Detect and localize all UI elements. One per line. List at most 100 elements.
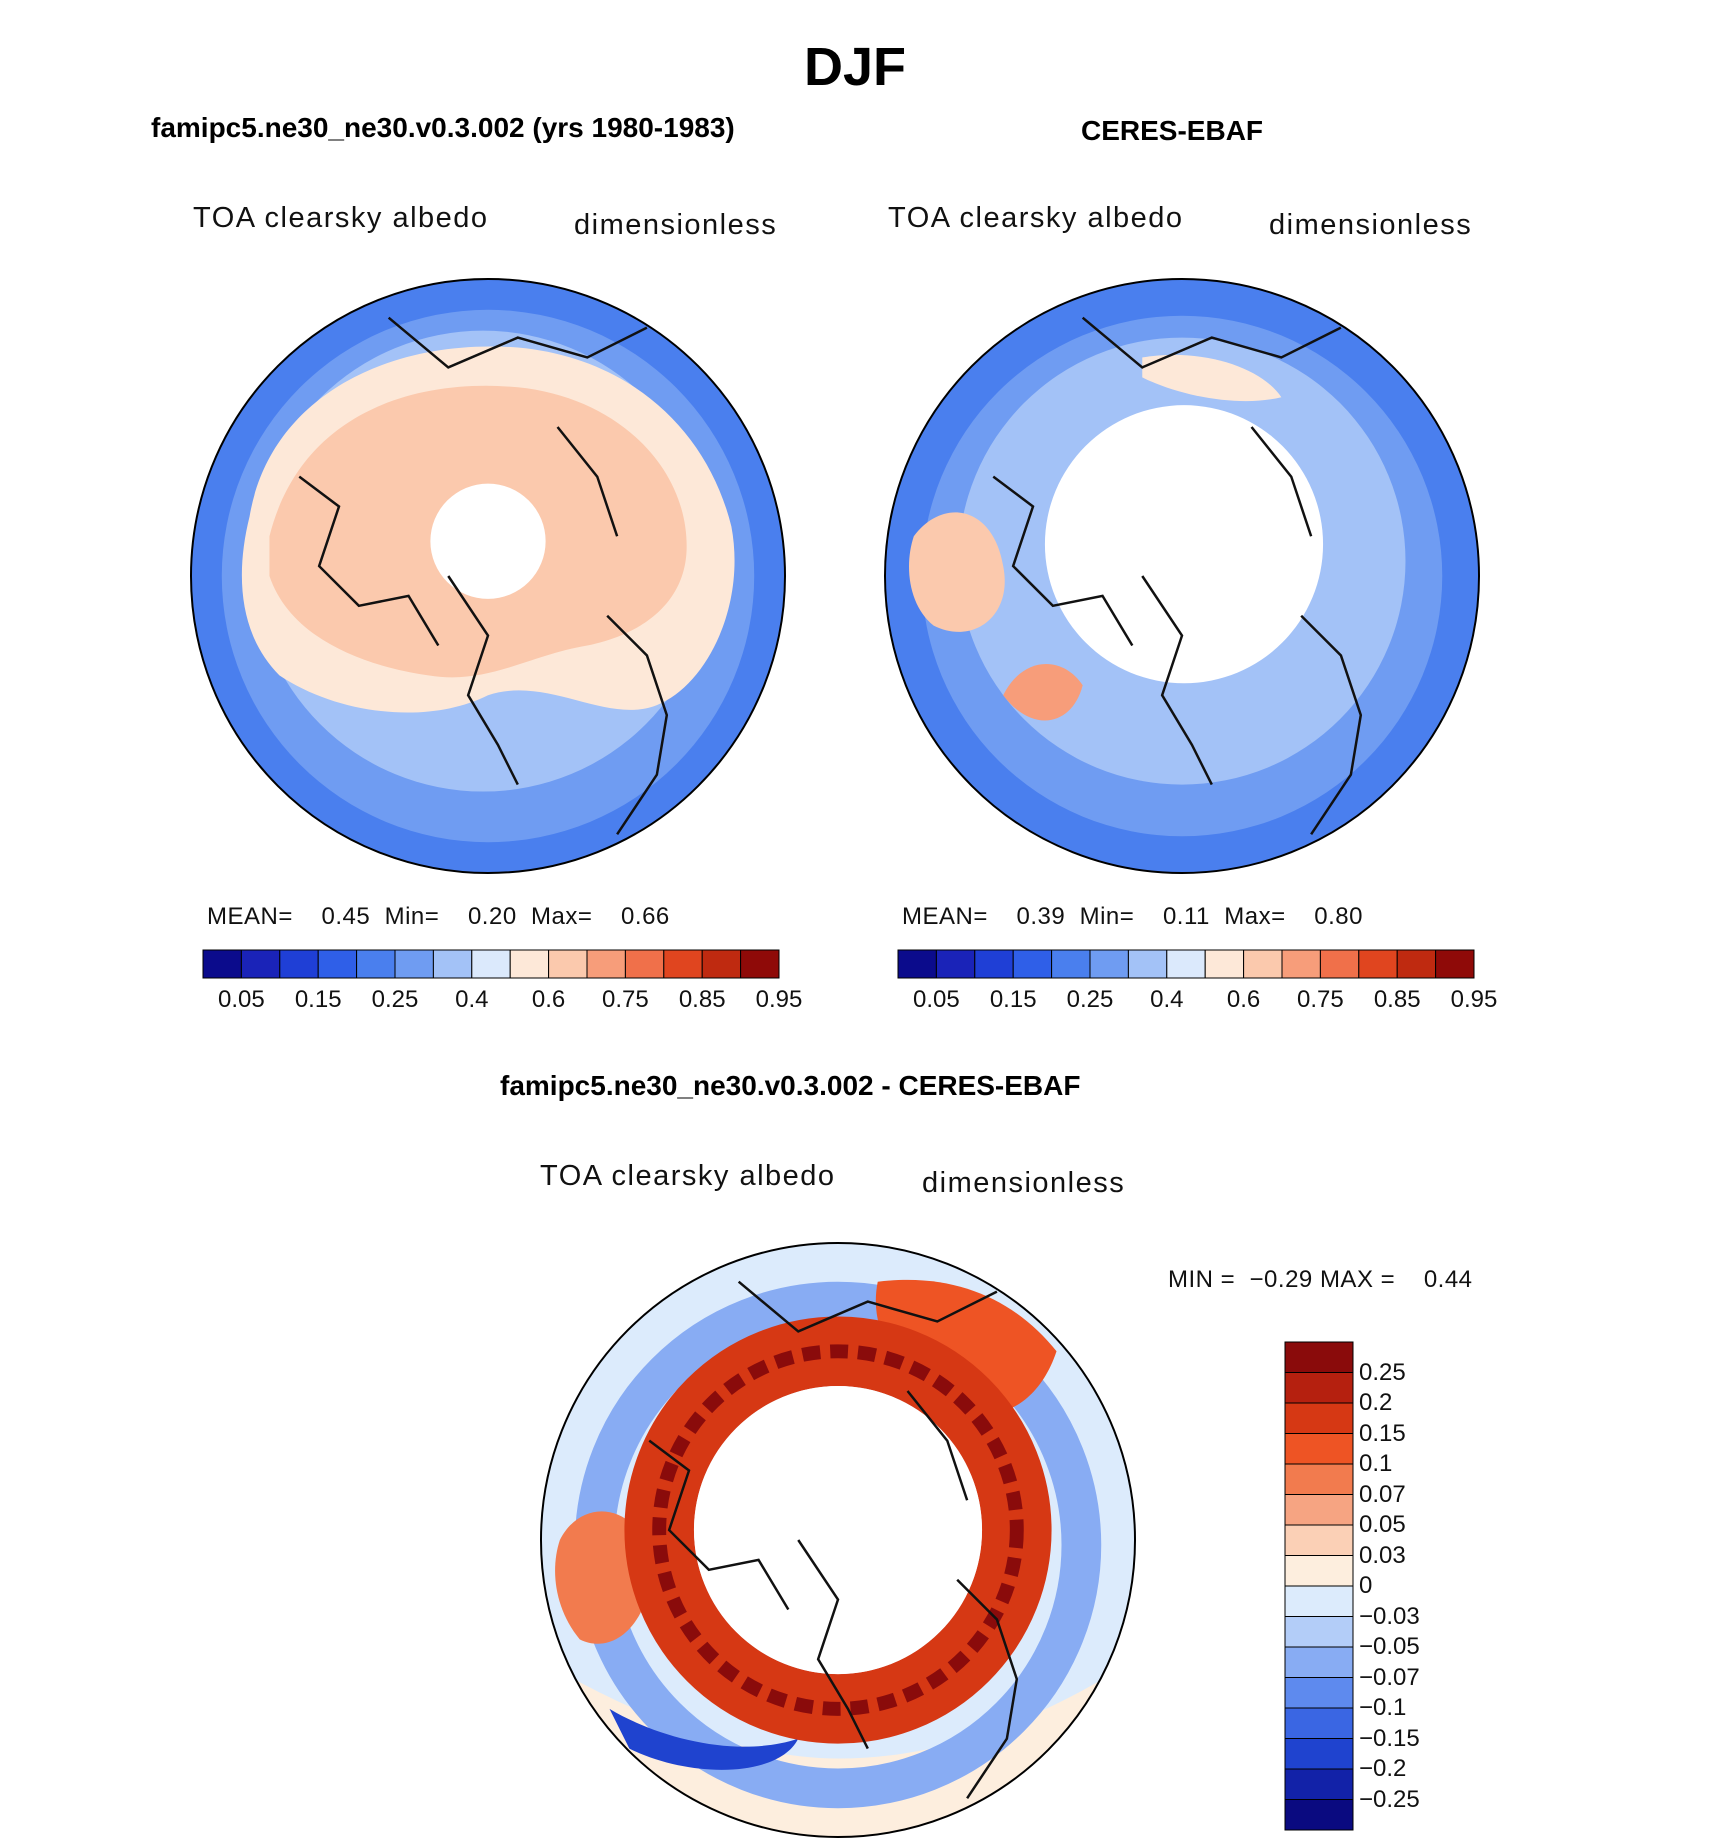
- panel3-min-value: −0.29: [1249, 1266, 1313, 1293]
- colorbar-swatch: [935, 949, 976, 979]
- panel2-mean-value: 0.39: [1016, 903, 1066, 930]
- panel3-max-value: 0.44: [1423, 1266, 1473, 1293]
- panel1-coastlines: [298, 316, 669, 835]
- colorbar-swatch: [1012, 949, 1053, 979]
- panel3-negative-region: [609, 1708, 799, 1770]
- panel1-polar-map: [190, 278, 786, 874]
- panel2-high-albedo-region: [1003, 664, 1083, 721]
- figure-title: DJF: [803, 37, 906, 97]
- colorbar-swatch: [1284, 1524, 1354, 1556]
- panel1-missing-data-cap: [430, 483, 546, 599]
- colorbar-swatch: [356, 949, 396, 979]
- colorbar-swatch: [1284, 1738, 1354, 1770]
- colorbar-swatch: [509, 949, 550, 979]
- colorbar-tick-label: 0.85: [1373, 986, 1421, 1013]
- colorbar-swatch: [1204, 949, 1245, 979]
- panel2-missing-data-cap: [1044, 405, 1324, 684]
- colorbar-tick-label: 0.25: [1066, 986, 1114, 1013]
- colorbar-tick-label: 0.85: [678, 986, 726, 1013]
- colorbar-swatch: [1284, 1463, 1354, 1495]
- colorbar-tick-label: 0.03: [1359, 1541, 1406, 1569]
- colorbar-swatch: [1358, 949, 1398, 979]
- colorbar-swatch: [1284, 1372, 1354, 1404]
- panel1-map-border: [190, 278, 786, 874]
- colorbar-tick-label: 0.4: [1150, 986, 1184, 1013]
- panel3-stats: MIN = −0.29 MAX = 0.44: [1168, 1266, 1473, 1294]
- colorbar-swatch: [586, 949, 626, 979]
- panel2-max-value: 0.80: [1314, 903, 1363, 930]
- panel2-max-label: Max=: [1224, 903, 1286, 930]
- panel3-units-label: dimensionless: [922, 1167, 1126, 1199]
- colorbar-swatch: [1435, 949, 1475, 979]
- colorbar-swatch: [701, 949, 742, 979]
- panel3-field-band: [540, 1659, 1136, 1838]
- colorbar-tick-label: 0.75: [602, 986, 649, 1013]
- colorbar-swatch: [663, 949, 703, 979]
- colorbar-swatch: [1284, 1555, 1354, 1587]
- colorbar-tick-label: 0.6: [531, 986, 566, 1013]
- colorbar-tick-label: 0.05: [1359, 1511, 1406, 1538]
- colorbar-tick-label: 0.95: [755, 986, 803, 1013]
- colorbar-swatch: [1396, 949, 1437, 979]
- panel3-map-border: [540, 1242, 1136, 1838]
- panel3-positive-ring-core: [652, 1344, 1024, 1716]
- colorbar-tick-label: 0.25: [371, 986, 419, 1013]
- panel1-min-value: 0.20: [467, 903, 517, 930]
- colorbar-swatch: [1051, 949, 1091, 979]
- colorbar-tick-label: 0.05: [913, 986, 960, 1013]
- panel3-variable-label: TOA clearsky albedo: [540, 1160, 836, 1192]
- colorbar-swatch: [548, 949, 588, 979]
- colorbar-swatch: [1284, 1768, 1354, 1800]
- panel3-min-label: MIN =: [1168, 1266, 1236, 1293]
- panel2-map-border: [884, 278, 1480, 874]
- colorbar-swatch: [1127, 949, 1168, 979]
- colorbar-tick-label: 0.25: [1359, 1358, 1406, 1386]
- colorbar-tick-label: −0.2: [1359, 1755, 1407, 1782]
- panel1-variable-label: TOA clearsky albedo: [193, 202, 489, 234]
- panel2-high-albedo-region: [1142, 354, 1282, 402]
- colorbar-tick-label: −0.07: [1359, 1663, 1420, 1691]
- panel3-max-label: MAX =: [1319, 1266, 1396, 1293]
- colorbar-swatch: [1243, 949, 1283, 979]
- panel2-case-title: CERES-EBAF: [1081, 115, 1264, 146]
- colorbar-swatch: [1166, 949, 1206, 979]
- colorbar-tick-label: 0.15: [1359, 1419, 1406, 1447]
- colorbar-tick-label: −0.1: [1359, 1694, 1407, 1721]
- colorbar-tick-label: 0: [1359, 1572, 1373, 1599]
- colorbar-swatch: [279, 949, 319, 979]
- colorbar-swatch: [202, 949, 242, 979]
- colorbar-tick-label: 0.75: [1297, 986, 1344, 1013]
- panel3-colorbar: [1284, 1341, 1354, 1831]
- panel2-high-albedo-region: [909, 512, 1005, 632]
- panel2-min-label: Min=: [1079, 903, 1135, 930]
- colorbar-swatch: [1284, 1341, 1354, 1373]
- colorbar-tick-label: 0.15: [989, 986, 1037, 1013]
- colorbar-tick-label: 0.05: [218, 986, 265, 1013]
- panel3-missing-data-cap: [693, 1386, 983, 1675]
- panel1-max-value: 0.66: [621, 903, 670, 930]
- colorbar-swatch: [1284, 1494, 1354, 1526]
- panel2-stats: MEAN= 0.39 Min= 0.11 Max= 0.80: [902, 903, 1363, 931]
- panel3-coastlines: [648, 1280, 1019, 1799]
- colorbar-swatch: [1284, 1402, 1354, 1434]
- colorbar-tick-label: −0.15: [1359, 1724, 1420, 1752]
- colorbar-tick-label: 0.15: [294, 986, 342, 1013]
- colorbar-swatch: [897, 949, 937, 979]
- colorbar-swatch: [471, 949, 511, 979]
- colorbar-swatch: [1284, 1585, 1354, 1617]
- panel2-polar-map: [884, 278, 1480, 874]
- colorbar-tick-label: 0.1: [1359, 1450, 1393, 1477]
- panel1-stats: MEAN= 0.45 Min= 0.20 Max= 0.66: [207, 903, 670, 931]
- colorbar-tick-label: 0.6: [1226, 986, 1261, 1013]
- colorbar-tick-label: −0.05: [1359, 1633, 1420, 1660]
- colorbar-swatch: [740, 949, 780, 979]
- panel2-min-value: 0.11: [1162, 903, 1210, 930]
- colorbar-swatch: [1284, 1433, 1354, 1465]
- colorbar-swatch: [1284, 1677, 1354, 1709]
- panel1-mean-label: MEAN=: [207, 903, 293, 930]
- colorbar-tick-label: −0.03: [1359, 1602, 1420, 1630]
- colorbar-swatch: [1284, 1707, 1354, 1739]
- colorbar-swatch: [394, 949, 434, 979]
- colorbar-swatch: [1284, 1646, 1354, 1678]
- colorbar-swatch: [1281, 949, 1321, 979]
